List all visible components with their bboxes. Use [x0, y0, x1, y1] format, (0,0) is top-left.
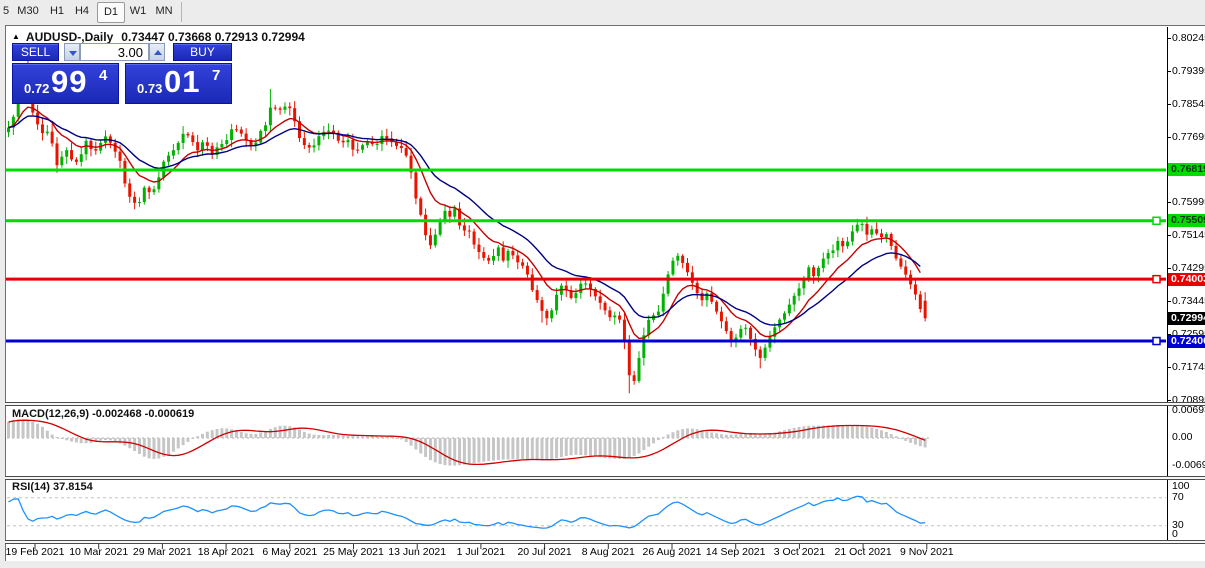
date-axis-label: 21 Oct 2021 — [834, 546, 892, 558]
ohlc-values: 0.73447 0.73668 0.72913 0.72994 — [121, 30, 305, 44]
date-axis-label: 25 May 2021 — [323, 546, 384, 558]
sell-button[interactable]: SELL — [12, 43, 59, 61]
timeframe-h1[interactable]: H1 — [49, 5, 65, 17]
panel-splitter-dates[interactable] — [5, 540, 1205, 544]
buy-price-big: 01 — [164, 64, 201, 99]
level-price-badge: 0.76819 — [1168, 163, 1205, 177]
rsi-axis-0: 0 — [1172, 529, 1205, 540]
date-axis-label: 3 Oct 2021 — [773, 546, 826, 558]
timeframe-m30[interactable]: M30 — [17, 5, 39, 17]
timeframe-5[interactable]: 5 — [2, 5, 10, 17]
macd-axis-max: 0.006936 — [1172, 405, 1205, 416]
date-axis-label: 9 Nov 2021 — [899, 546, 954, 558]
date-axis-label: 1 Jul 2021 — [456, 546, 506, 558]
timeframe-w1[interactable]: W1 — [129, 5, 147, 17]
date-axis-label: 29 Mar 2021 — [132, 546, 192, 558]
sell-price-display[interactable]: 0.72 99 4 — [12, 63, 119, 104]
macd-title: MACD(12,26,9) -0.002468 -0.000619 — [12, 408, 195, 420]
price-axis-tick: 0.73445 — [1168, 295, 1205, 308]
date-axis-label: 14 Sep 2021 — [705, 546, 766, 558]
collapse-icon[interactable]: ▲ — [12, 32, 20, 41]
buy-price-small: 0.73 — [137, 81, 163, 96]
price-axis-tick: 0.80245 — [1168, 31, 1205, 44]
price-axis-tick: 0.74295 — [1168, 262, 1205, 275]
panel-splitter-macd[interactable] — [5, 402, 1205, 406]
level-price-badge: 0.75509 — [1168, 214, 1205, 228]
price-axis-line — [1167, 27, 1168, 541]
date-axis-label: 10 Mar 2021 — [69, 546, 129, 558]
rsi-axis-30: 30 — [1172, 520, 1205, 531]
volume-input[interactable] — [80, 43, 149, 61]
price-axis-tick: 0.78545 — [1168, 97, 1205, 110]
price-axis-tick: 0.77695 — [1168, 130, 1205, 143]
price-axis-tick: 0.79395 — [1168, 64, 1205, 77]
buy-button[interactable]: BUY — [173, 43, 232, 61]
price-axis-tick: 0.75995 — [1168, 196, 1205, 209]
chart-window — [5, 25, 1205, 563]
volume-decrease-button[interactable] — [64, 43, 80, 61]
chart-title: ▲ AUDUSD-,Daily 0.73447 0.73668 0.72913 0.… — [12, 30, 305, 44]
buy-price-display[interactable]: 0.73 01 7 — [125, 63, 232, 104]
timeframe-toolbar: 5 M30 H1 H4 D1 W1 MN — [0, 0, 1205, 24]
sell-price-small: 0.72 — [24, 81, 50, 96]
symbol-label: AUDUSD-,Daily — [25, 30, 114, 44]
level-price-badge: 0.74003 — [1168, 272, 1205, 286]
level-price-badge: 0.72406 — [1168, 334, 1205, 348]
date-axis-label: 18 Apr 2021 — [197, 546, 255, 558]
timeframe-d1[interactable]: D1 — [97, 2, 125, 23]
timeframe-h4[interactable]: H4 — [74, 5, 90, 17]
date-axis-label: 19 Feb 2021 — [5, 546, 65, 558]
date-axis-label: 20 Jul 2021 — [517, 546, 572, 558]
current-price-badge: 0.72994 — [1168, 311, 1205, 325]
arrow-up-icon — [154, 50, 162, 55]
timeframe-mn[interactable]: MN — [155, 5, 173, 17]
buy-price-sup: 7 — [212, 67, 221, 84]
date-axis-label: 13 Jun 2021 — [388, 546, 447, 558]
price-axis-tick: 0.75145 — [1168, 229, 1205, 242]
volume-increase-button[interactable] — [149, 43, 165, 61]
rsi-axis-100: 100 — [1172, 481, 1205, 492]
price-axis-tick: 0.71745 — [1168, 361, 1205, 374]
one-click-trading-panel: SELL BUY 0.72 99 4 0.73 01 7 — [12, 42, 232, 104]
rsi-axis-70: 70 — [1172, 492, 1205, 503]
date-axis-label: 6 May 2021 — [262, 546, 318, 558]
arrow-down-icon — [69, 51, 77, 56]
toolbar-divider — [181, 2, 182, 22]
sell-price-big: 99 — [51, 64, 88, 99]
bottom-strip — [0, 561, 1205, 568]
date-axis-label: 26 Aug 2021 — [642, 546, 702, 558]
macd-axis-min: -0.00699 — [1172, 460, 1205, 471]
sell-price-sup: 4 — [99, 67, 108, 84]
panel-splitter-rsi[interactable] — [5, 476, 1205, 480]
rsi-title: RSI(14) 37.8154 — [12, 481, 93, 493]
date-axis-label: 8 Aug 2021 — [581, 546, 635, 558]
macd-axis-zero: 0.00 — [1172, 432, 1205, 443]
